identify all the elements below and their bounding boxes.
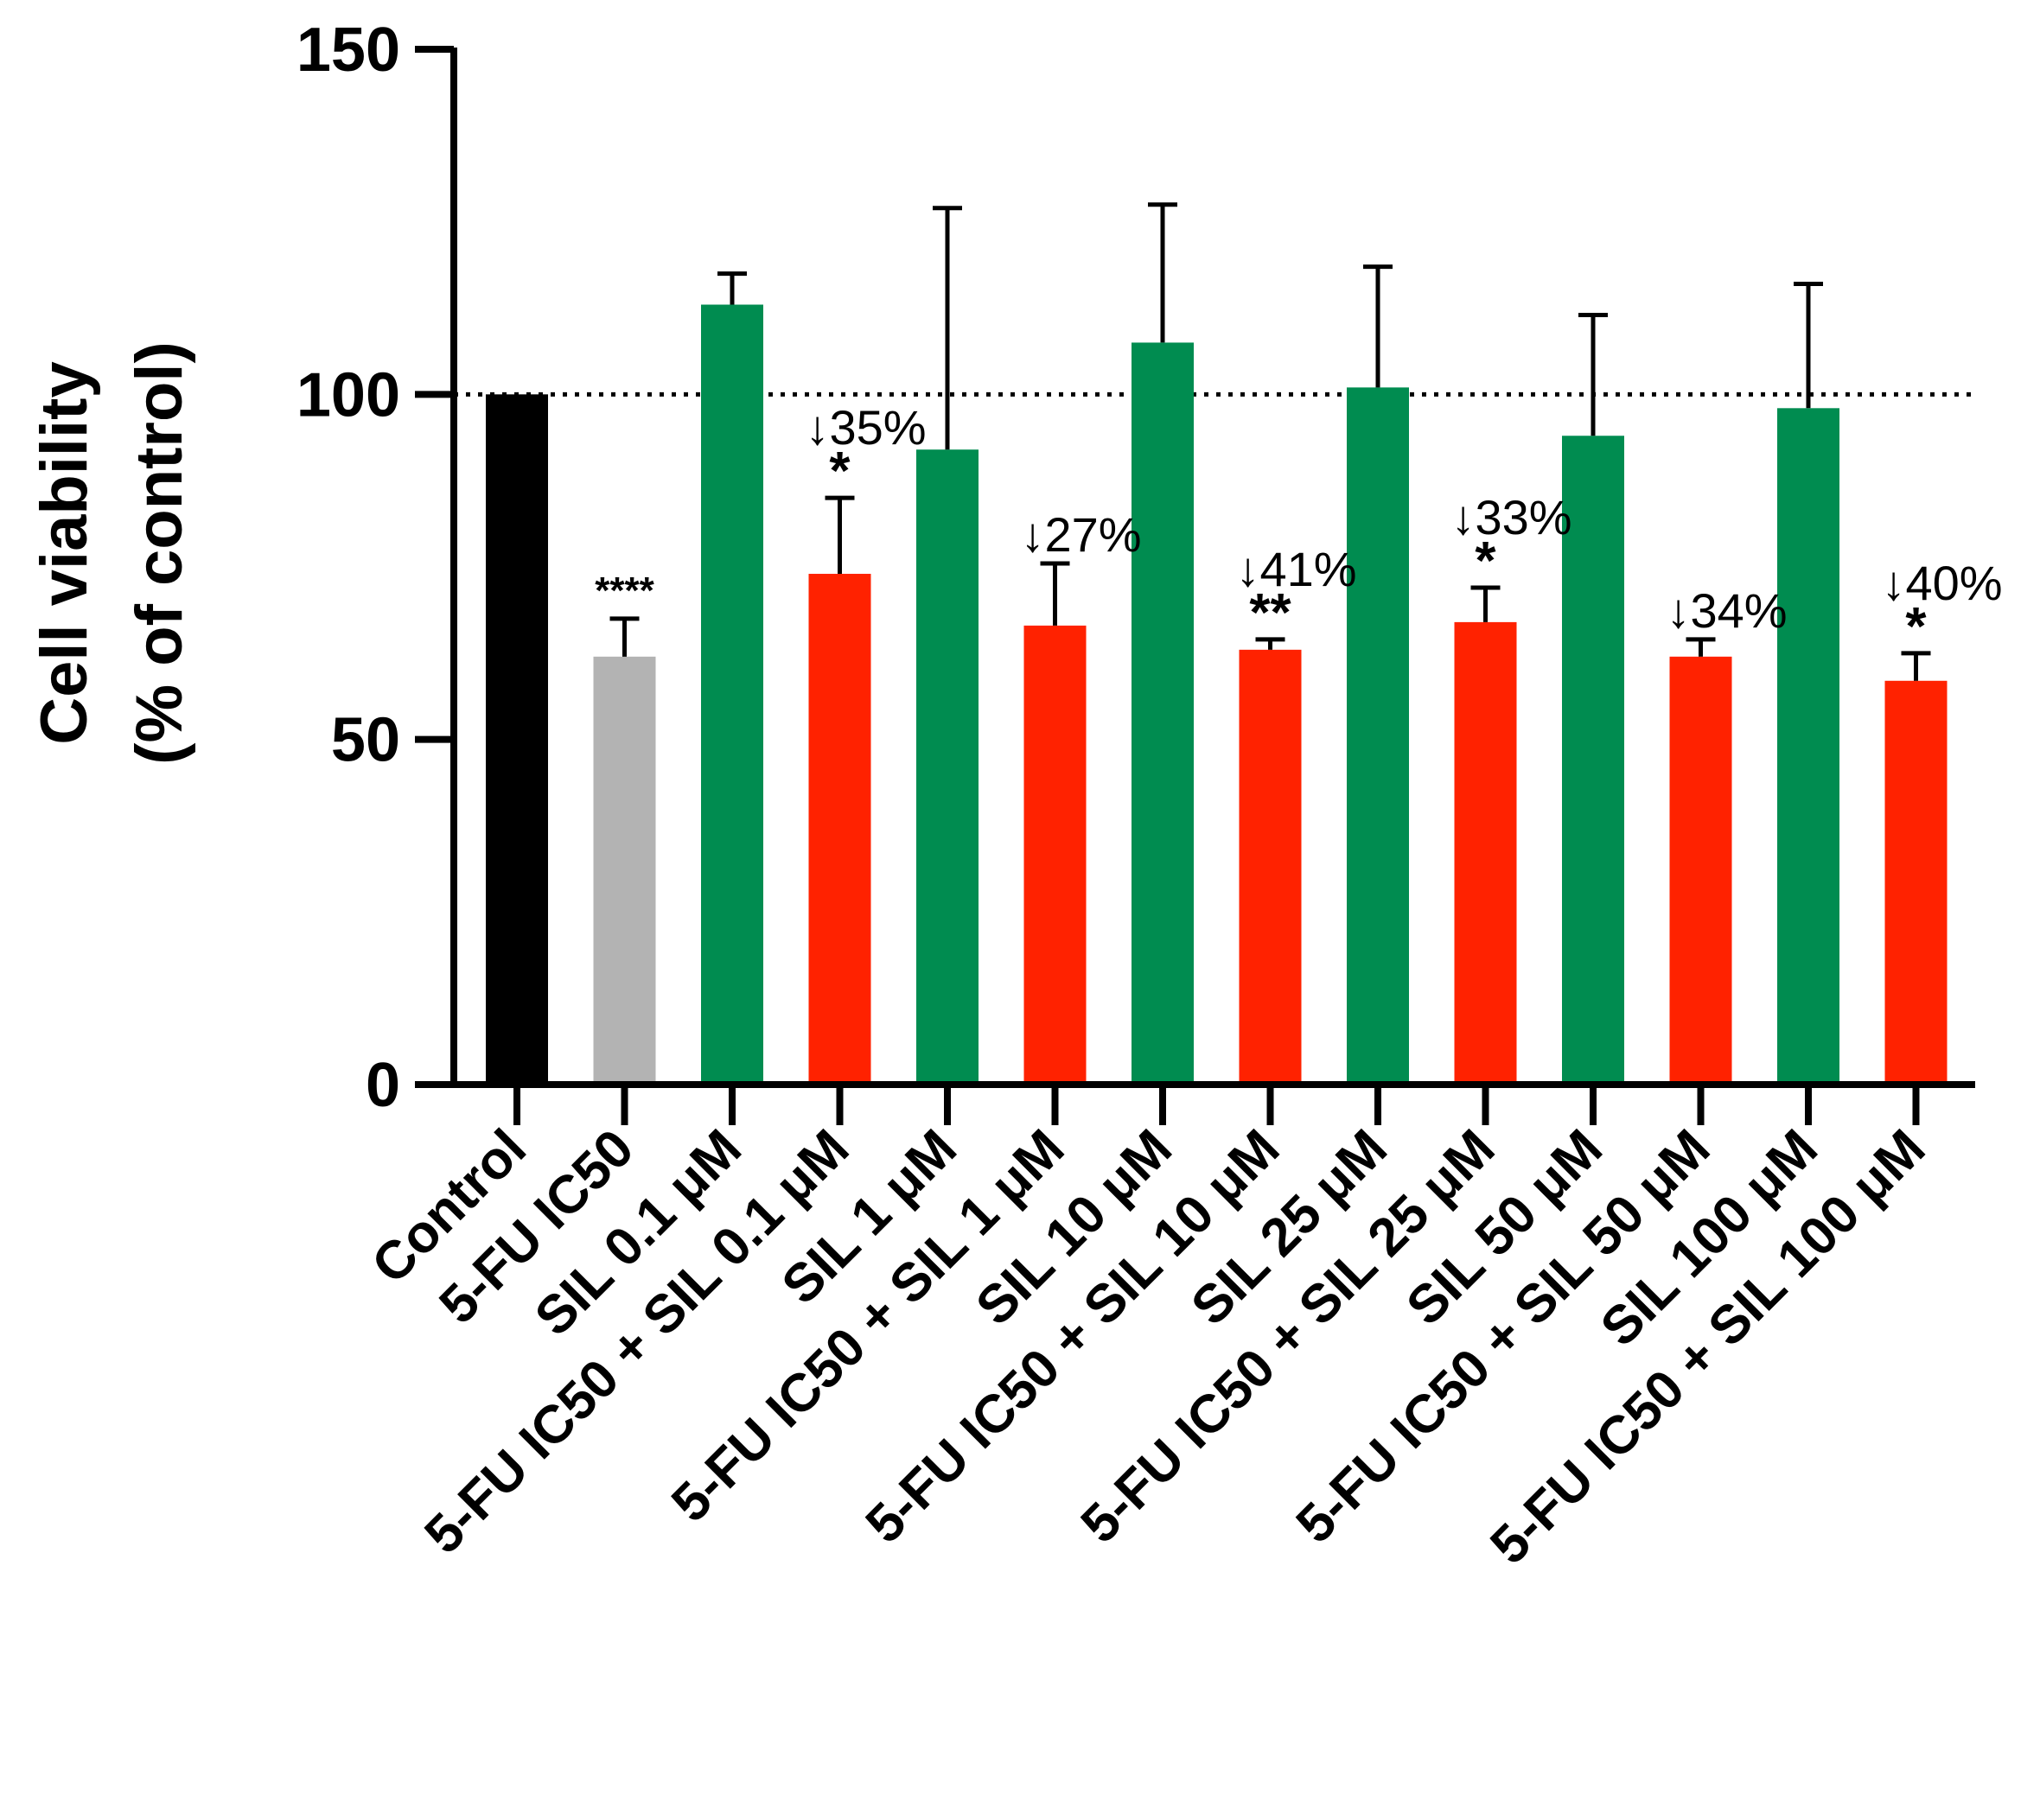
- y-axis-label-line2: (% of control): [123, 341, 196, 765]
- reduction-label: ↓34%: [1667, 583, 1788, 638]
- bar: [1884, 680, 1948, 1085]
- reduction-label: ↓40%: [1882, 556, 2003, 610]
- y-axis-label: Cell viability (% of control): [28, 341, 196, 765]
- bar: [1239, 649, 1302, 1085]
- bar: [916, 449, 979, 1085]
- reduction-label: ↓33%: [1451, 490, 1572, 544]
- bar: [1454, 621, 1517, 1085]
- significance-label: *: [1475, 531, 1496, 591]
- significance-label: *: [829, 442, 851, 501]
- bar: [486, 394, 548, 1085]
- y-tick-label: 50: [331, 706, 400, 775]
- bar: [1347, 387, 1409, 1085]
- y-axis-label-line1: Cell viability: [28, 361, 101, 745]
- bar: [1777, 408, 1839, 1085]
- bar: [1669, 656, 1732, 1085]
- significance-label: **: [1249, 583, 1291, 643]
- bar: [1023, 625, 1087, 1085]
- y-tick-label: 150: [296, 16, 400, 85]
- significance-label: *: [1905, 597, 1927, 657]
- significance-label: ****: [595, 570, 654, 612]
- reduction-label: ↓35%: [806, 400, 927, 455]
- y-tick-label: 0: [366, 1051, 400, 1120]
- bar: [593, 656, 656, 1085]
- bar: [701, 304, 763, 1085]
- bar: [1562, 436, 1624, 1085]
- reduction-label: ↓41%: [1236, 542, 1357, 596]
- y-tick-label: 100: [296, 360, 400, 430]
- bar: [808, 573, 871, 1085]
- bar: [1132, 342, 1194, 1085]
- reduction-label: ↓27%: [1021, 507, 1142, 562]
